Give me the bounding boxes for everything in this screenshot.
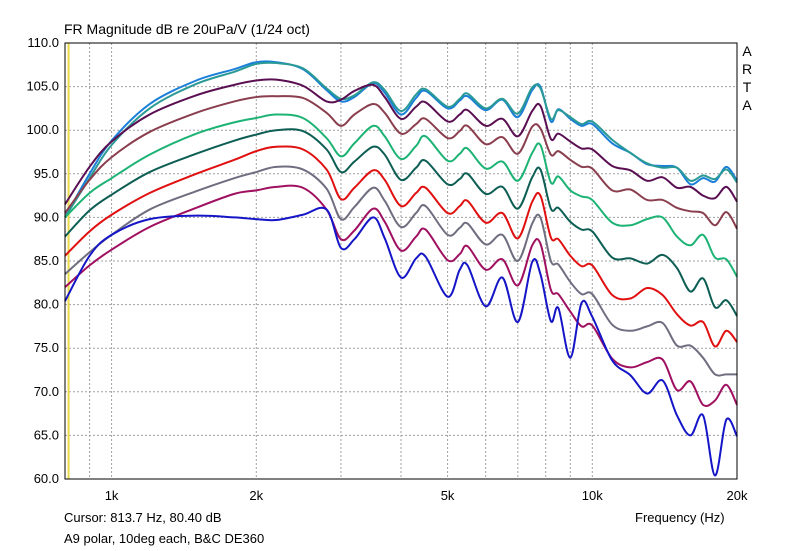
arta-letter: T [742,79,752,95]
y-tick-label: 70.0 [34,384,59,399]
series-line-4 [64,95,738,230]
measurement-note: A9 polar, 10deg each, B&C DE360 [64,531,265,546]
series-line-9 [64,184,738,408]
arta-side-label: A R T A [740,42,754,114]
y-tick-label: 95.0 [34,166,59,181]
y-tick-label: 80.0 [34,297,59,312]
y-tick-label: 65.0 [34,427,59,442]
series-line-6 [64,128,738,317]
chart-title: FR Magnitude dB re 20uPa/V (1/24 oct) [64,21,310,37]
x-tick-label: 5k [441,488,455,503]
series-line-7 [64,145,738,348]
x-axis: 1k 2k 5k 10k 20k [105,488,748,503]
series-line-10 [64,206,738,477]
plot-frame [64,42,738,480]
y-tick-label: 90.0 [34,209,59,224]
cursor-readout: Cursor: 813.7 Hz, 80.40 dB [64,510,222,525]
series-line-2 [64,61,738,218]
y-tick-label: 85.0 [34,253,59,268]
x-tick-label: 10k [582,488,603,503]
y-tick-label: 105.0 [26,79,59,94]
y-tick-label: 75.0 [34,340,59,355]
x-tick-label: 2k [249,488,263,503]
plot-lines [64,43,738,479]
series-line-5 [64,113,738,278]
arta-letter: A [742,97,752,113]
plot-border [64,42,738,480]
series-line-8 [64,165,737,377]
y-tick-label: 60.0 [34,471,59,486]
arta-letter: A [742,43,752,59]
arta-letter: R [741,61,753,77]
y-tick-label: 100.0 [26,122,59,137]
x-tick-label: 1k [105,488,119,503]
y-tick-label: 110.0 [27,35,59,50]
x-axis-title: Frequency (Hz) [635,510,725,525]
x-tick-label: 20k [727,488,748,503]
series-line-3 [64,78,738,205]
y-axis: 110.0 105.0 100.0 95.0 90.0 85.0 80.0 75.0 70.0 6… [26,35,59,486]
